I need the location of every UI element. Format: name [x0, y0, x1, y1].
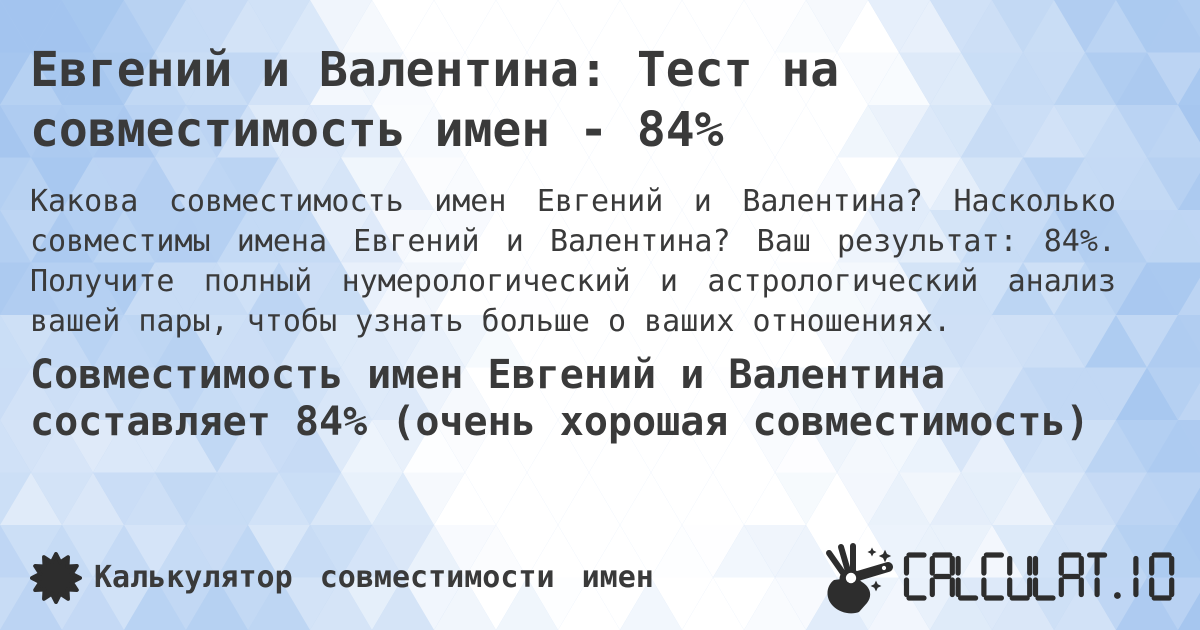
starburst-icon: [30, 552, 82, 604]
footer-bar: Калькулятор совместимости имен: [30, 543, 1176, 614]
description-text: Какова совместимость имен Евгений и Вале…: [30, 182, 1116, 342]
title-line-1: Евгений и Валентина: Тест на: [30, 42, 840, 98]
title-line-2: совместимость имен - 84%: [30, 102, 724, 158]
result-line-2: составляет 84% (очень хорошая совместимо…: [30, 399, 1090, 445]
description-line: Получите полный нумерологический и астро…: [30, 264, 1116, 299]
result-summary: Совместимость имен Евгений и Валентина с…: [30, 352, 1170, 446]
site-brand: Калькулятор совместимости имен: [30, 552, 654, 604]
description-line: совместимы имена Евгений и Валентина? Ва…: [30, 224, 1116, 259]
magic-wand-hand-icon: [826, 543, 893, 614]
calculatio-logo[interactable]: [820, 542, 1176, 614]
page-title: Евгений и Валентина: Тест на совместимос…: [30, 40, 1170, 160]
description-line: Какова совместимость имен Евгений и Вале…: [30, 184, 1116, 219]
site-label: Калькулятор совместимости имен: [94, 559, 654, 595]
description-line: вашей пары, чтобы узнать больше о ваших …: [30, 304, 952, 339]
result-line-1: Совместимость имен Евгений и Валентина: [30, 352, 946, 398]
brand-wordmark: [903, 552, 1175, 601]
